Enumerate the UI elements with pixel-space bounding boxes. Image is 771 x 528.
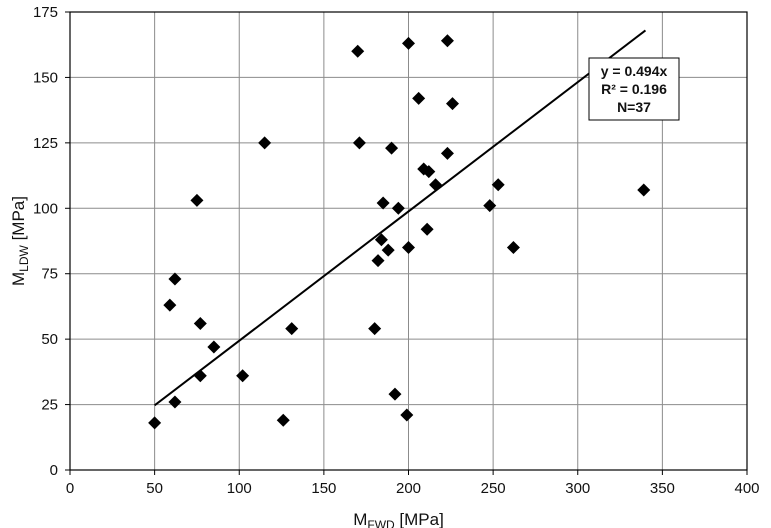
annotation-line: R² = 0.196: [601, 81, 667, 97]
annotation-line: N=37: [617, 99, 651, 115]
data-point: [371, 254, 385, 268]
y-tick-label: 75: [41, 266, 58, 283]
annotation-box: [588, 57, 680, 121]
trendline-group: [154, 29, 647, 407]
x-tick-label: 350: [650, 480, 675, 497]
data-point: [368, 322, 382, 336]
x-tick-label: 400: [734, 480, 759, 497]
data-point: [391, 201, 405, 215]
data-point: [163, 298, 177, 312]
data-point: [193, 369, 207, 383]
data-point: [374, 233, 388, 247]
regression-annotation: y = 0.494x R² = 0.196 N=37: [588, 57, 680, 121]
data-point: [400, 408, 414, 422]
x-tick-label: 150: [311, 480, 336, 497]
data-point: [637, 183, 651, 197]
data-point: [352, 136, 366, 150]
data-point: [422, 165, 436, 179]
data-point: [376, 196, 390, 210]
annotation-line: y = 0.494x: [601, 63, 668, 79]
data-point: [193, 316, 207, 330]
data-point: [388, 387, 402, 401]
data-point: [190, 193, 204, 207]
data-point: [168, 395, 182, 409]
data-point: [381, 243, 395, 257]
data-point: [207, 340, 221, 354]
x-tick-label: 50: [146, 480, 163, 497]
x-tick-label: 0: [66, 480, 74, 497]
axis-labels: MFWD [MPa] MLDW [MPa]: [9, 196, 444, 528]
x-tick-label: 300: [565, 480, 590, 497]
x-tick-label: 250: [481, 480, 506, 497]
data-point: [429, 178, 443, 192]
data-point: [440, 34, 454, 48]
data-point: [402, 36, 415, 50]
data-point: [491, 178, 505, 192]
plot-frame: [69, 11, 748, 471]
y-tick-label: 150: [33, 69, 58, 86]
data-point: [412, 91, 426, 105]
data-point: [351, 44, 365, 58]
y-axis-title: MLDW [MPa]: [9, 196, 31, 286]
x-tick-label: 200: [396, 480, 421, 497]
data-point: [385, 141, 399, 155]
data-point: [506, 241, 520, 255]
trendline: [154, 29, 647, 407]
y-tick-label: 50: [41, 331, 58, 348]
y-tick-label: 25: [41, 397, 58, 414]
data-point: [483, 199, 497, 213]
data-point: [168, 272, 182, 286]
data-point: [236, 369, 250, 383]
data-point: [276, 413, 290, 427]
data-point: [258, 136, 272, 150]
x-axis-title: MFWD [MPa]: [353, 510, 444, 528]
data-point: [285, 322, 299, 336]
y-tick-label: 125: [33, 135, 58, 152]
data-point: [420, 222, 434, 236]
axes: 0 50 100 150 200 250 300 350 400 0 25 50 75 100 125 150…: [33, 4, 760, 497]
y-tick-label: 175: [33, 4, 58, 21]
y-tick-label: 0: [50, 462, 58, 479]
data-point: [440, 146, 454, 160]
y-tick-label: 100: [33, 200, 58, 217]
data-points: [148, 34, 651, 430]
data-point: [402, 241, 415, 255]
data-point: [446, 97, 460, 111]
x-tick-label: 100: [227, 480, 252, 497]
data-point: [148, 416, 162, 430]
